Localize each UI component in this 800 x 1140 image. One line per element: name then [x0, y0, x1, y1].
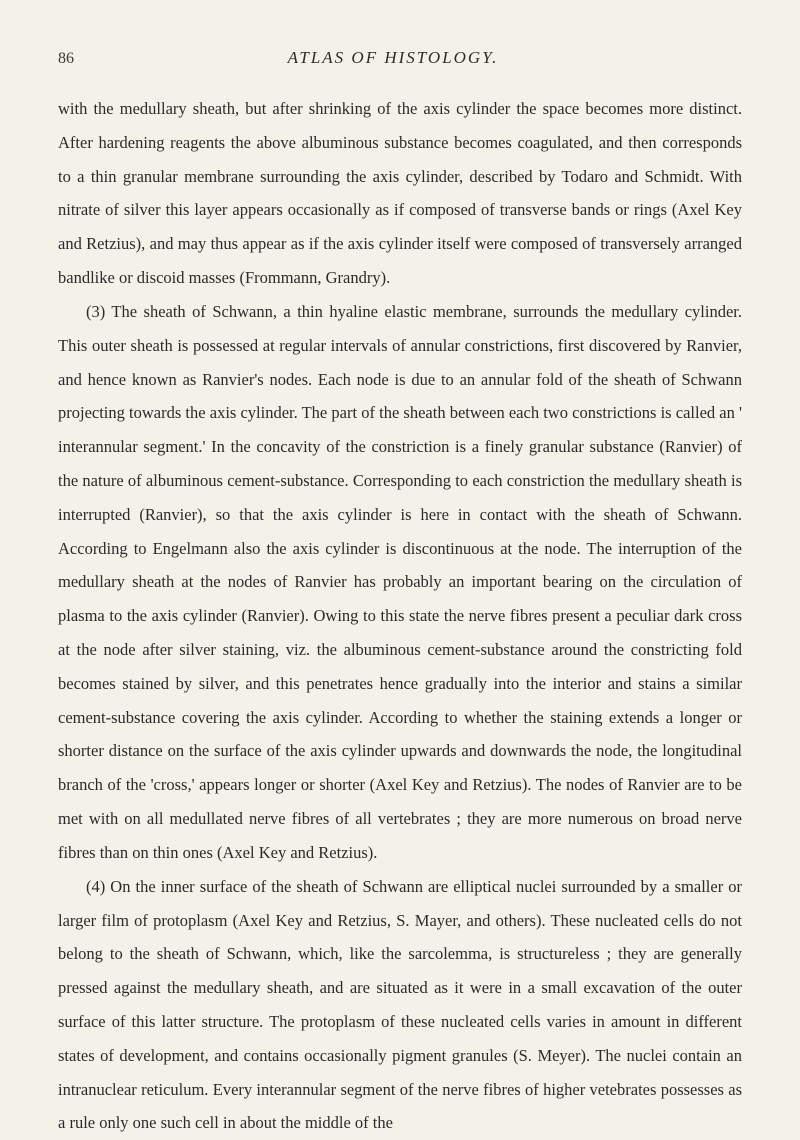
paragraph-3: (4) On the inner surface of the sheath o… [58, 870, 742, 1140]
body-text: with the medullary sheath, but after shr… [58, 92, 742, 1140]
paragraph-2: (3) The sheath of Schwann, a thin hyalin… [58, 295, 742, 870]
paragraph-1: with the medullary sheath, but after shr… [58, 92, 742, 295]
page-number: 86 [58, 50, 74, 68]
page-header: 86 ATLAS OF HISTOLOGY. [58, 48, 742, 68]
book-title: ATLAS OF HISTOLOGY. [74, 48, 712, 68]
